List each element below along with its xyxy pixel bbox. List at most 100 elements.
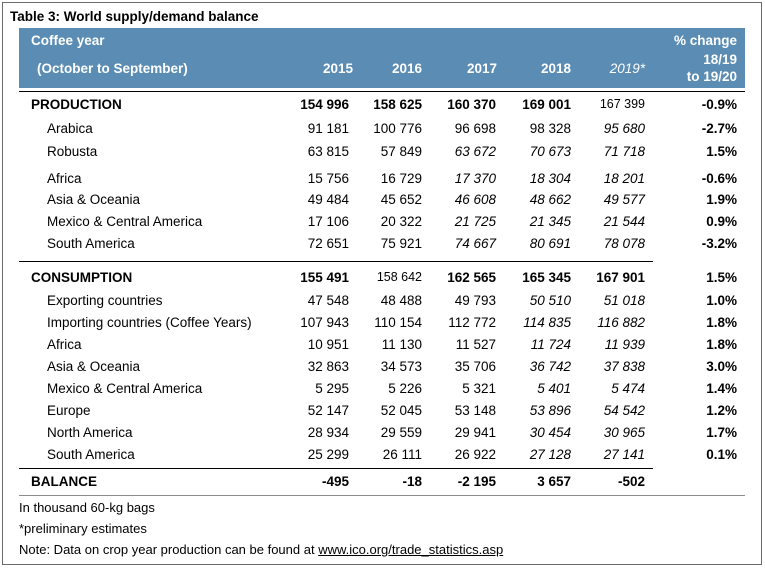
row-label: Asia & Oceania [47,359,141,374]
row-production: PRODUCTION 154 996 158 625 160 370 169 001 16… [19,97,745,117]
table-row: Asia & Oceania 32 863 34 573 35 706 36 742 37… [19,359,745,379]
cell-pct-change: -0.6% [701,171,737,186]
cell-year-2017: 96 698 [454,121,496,136]
cell-year-2016: 48 488 [380,293,422,308]
cell-year-2019: 11 939 [604,337,645,352]
row-label: PRODUCTION [31,97,122,112]
cell-year-2017: 162 565 [447,270,496,285]
cell-year-2019: 21 544 [603,214,645,229]
row-label: Africa [47,171,82,186]
cell-year-2017: 11 527 [455,337,496,352]
cell-year-2016: 16 729 [380,171,422,186]
cell-year-2018: 48 662 [529,192,571,207]
row-label: Asia & Oceania [47,192,141,207]
cell-year-2019: 167 399 [599,97,645,111]
row-label: Mexico & Central America [47,381,203,396]
row-label: South America [47,236,135,251]
cell-year-2019: 18 201 [603,171,645,186]
cell-pct-change: 1.8% [706,337,737,352]
cell-year-2018: 53 896 [529,403,571,418]
cell-year-2016: 5 226 [388,381,422,396]
cell-pct-change: 1.9% [706,192,737,207]
cell-year-2017: 46 608 [454,192,496,207]
row-label: Robusta [47,144,98,159]
cell-year-2018: 3 657 [537,474,571,489]
header-period: (October to September) [37,61,188,76]
cell-pct-change: 1.5% [706,144,737,159]
cell-year-2015: 91 181 [307,121,349,136]
row-label: Arabica [47,121,93,136]
divider-production [19,261,653,262]
cell-year-2018: 50 510 [529,293,571,308]
cell-year-2019: 78 078 [603,236,645,251]
cell-year-2017: 26 922 [454,447,496,462]
cell-year-2019: 49 577 [603,192,645,207]
cell-year-2018: 30 454 [529,425,571,440]
cell-pct-change: -2.7% [701,121,737,136]
cell-year-2015: 155 491 [300,270,349,285]
table-row: South America 25 299 26 111 26 922 27 128 27 … [19,447,745,467]
header-pct-change: % change [673,33,737,48]
cell-pct-change: 1.0% [706,293,737,308]
cell-year-2015: 15 756 [307,171,349,186]
cell-year-2019: 54 542 [603,403,645,418]
cell-year-2016: 34 573 [380,359,422,374]
row-label: Africa [47,337,82,352]
header-year-2018: 2018 [540,61,571,76]
table-row: Asia & Oceania 49 484 45 652 46 608 48 662 49… [19,192,745,212]
row-label: Exporting countries [47,293,163,308]
cell-year-2015: 154 996 [300,97,349,112]
cell-year-2019: -502 [617,474,645,489]
cell-year-2017: 35 706 [454,359,496,374]
table-row: Importing countries (Coffee Years) 107 94… [19,315,745,335]
cell-pct-change: 3.0% [706,359,737,374]
cell-year-2017: 17 370 [454,171,496,186]
cell-year-2015: 72 651 [307,236,349,251]
cell-year-2017: 74 667 [454,236,496,251]
cell-pct-change: -0.9% [701,97,737,112]
table-title: Table 3: World supply/demand balance [10,9,259,24]
table-row: North America 28 934 29 559 29 941 30 454 30 … [19,425,745,445]
cell-year-2019: 95 680 [603,121,645,136]
row-label: CONSUMPTION [31,270,133,285]
cell-year-2016: 29 559 [380,425,422,440]
note-link[interactable]: www.ico.org/trade_statistics.asp [318,542,504,557]
cell-pct-change: 1.7% [706,425,737,440]
row-label: Mexico & Central America [47,214,203,229]
cell-year-2018: 18 304 [529,171,571,186]
cell-year-2017: 112 772 [448,315,496,330]
cell-year-2019: 51 018 [603,293,645,308]
cell-year-2015: 28 934 [307,425,349,440]
cell-year-2016: 100 776 [373,121,422,136]
cell-year-2017: 53 148 [454,403,496,418]
note-preliminary: *preliminary estimates [19,521,147,536]
note-units: In thousand 60-kg bags [19,500,155,515]
table-row: Exporting countries 47 548 48 488 49 793 50 … [19,293,745,313]
cell-year-2016: 26 111 [382,447,422,462]
table-row: Mexico & Central America 5 295 5 226 5 321 5… [19,381,745,401]
row-label: BALANCE [31,474,97,489]
header-year-2015: 2015 [322,61,353,76]
cell-year-2015: 63 815 [307,144,349,159]
cell-year-2016: 52 045 [380,403,422,418]
cell-year-2016: 110 154 [374,315,422,330]
note-text: Note: Data on crop year production can b… [19,542,319,557]
header-year-2019: 2019* [609,61,645,76]
cell-pct-change: 1.5% [706,270,737,285]
table-header: Coffee year (October to September) 2015 … [19,28,745,88]
cell-pct-change: 0.9% [706,214,737,229]
cell-year-2018: 21 345 [529,214,571,229]
cell-year-2018: 114 835 [523,315,571,330]
cell-year-2015: 25 299 [307,447,349,462]
row-balance: BALANCE -495 -18 -2 195 3 657 -502 [19,474,745,494]
table-row: Africa 10 951 11 130 11 527 11 724 11 939 1.8% [19,337,745,357]
cell-pct-change: 0.1% [706,447,737,462]
cell-year-2015: 32 863 [307,359,349,374]
cell-year-2016: -18 [402,474,422,489]
cell-year-2017: 160 370 [447,97,496,112]
cell-year-2018: 165 345 [522,270,571,285]
cell-year-2015: -495 [321,474,349,489]
row-label: South America [47,447,135,462]
note-crop-year: Note: Data on crop year production can b… [19,542,503,557]
cell-year-2017: 21 725 [454,214,496,229]
